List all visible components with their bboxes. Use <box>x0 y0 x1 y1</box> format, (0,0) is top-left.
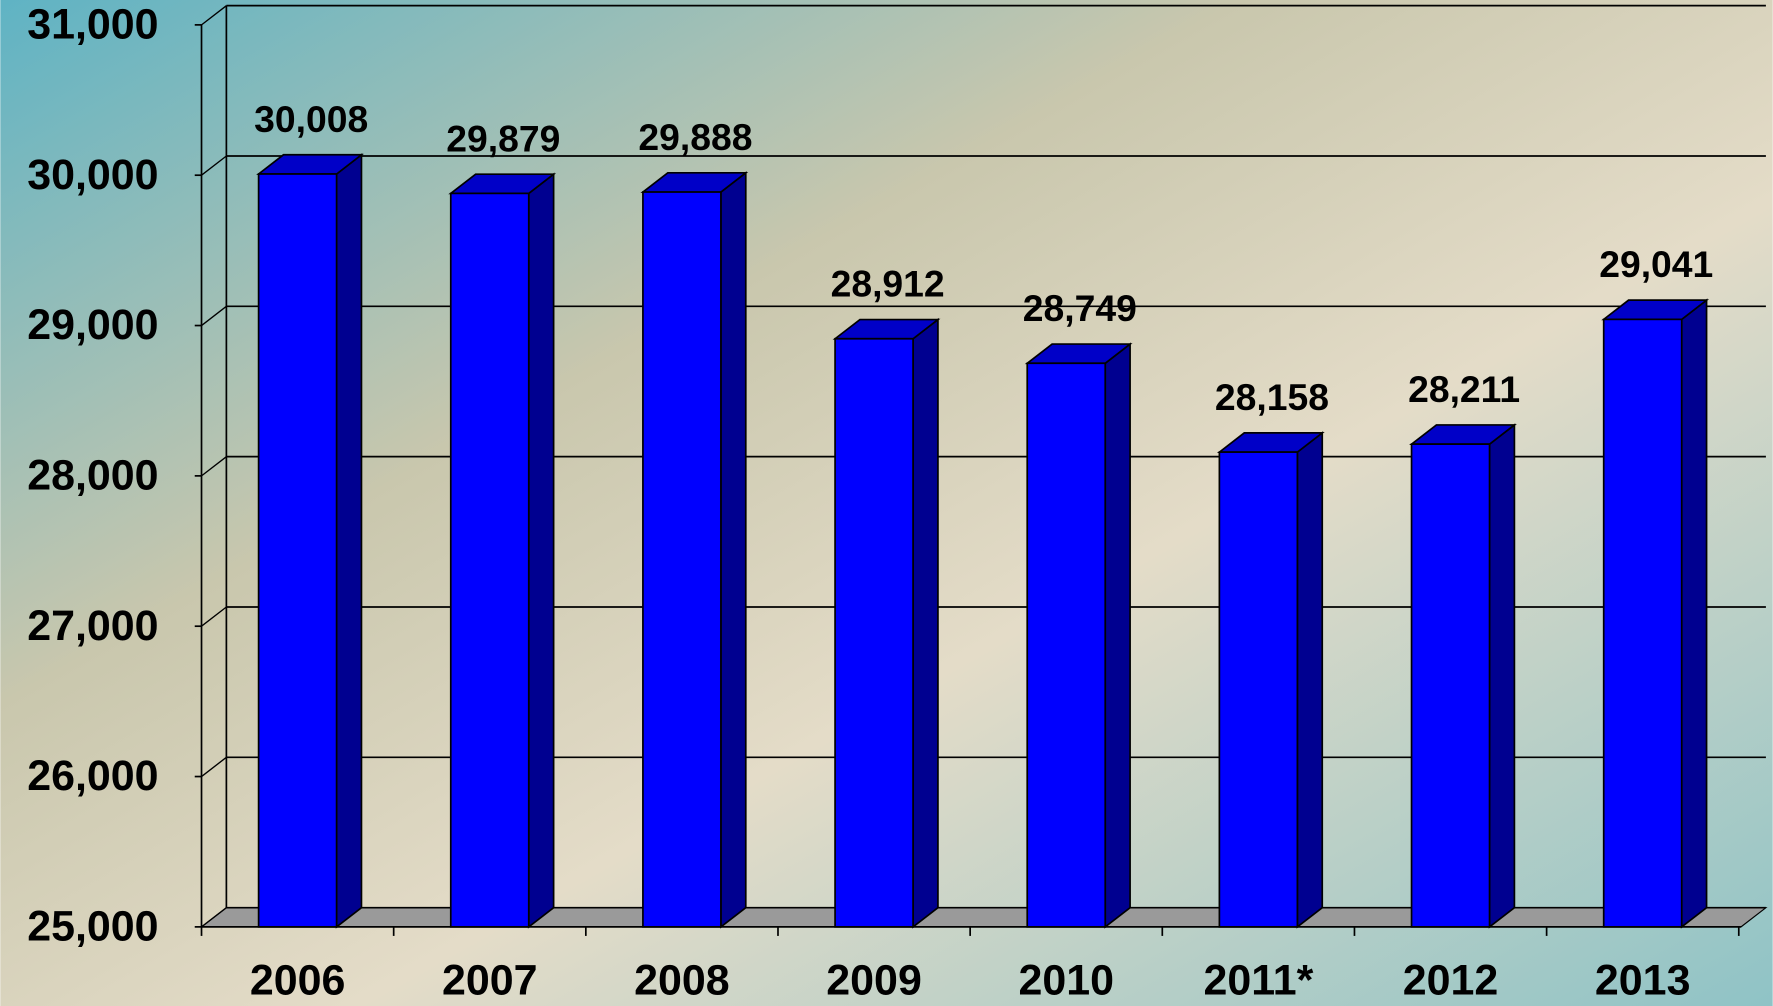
x-tick-label: 2009 <box>826 957 922 1005</box>
value-label: 28,912 <box>831 263 945 305</box>
x-tick-label: 2008 <box>634 957 730 1005</box>
bar <box>257 173 338 928</box>
x-tick-label: 2010 <box>1018 957 1114 1005</box>
value-label: 28,158 <box>1215 376 1329 418</box>
y-tick-label: 25,000 <box>27 902 158 950</box>
x-tick-label: 2013 <box>1595 957 1691 1005</box>
y-tick-label: 26,000 <box>27 752 158 800</box>
side-grid-line <box>201 756 227 778</box>
y-tick-label: 27,000 <box>27 602 158 650</box>
y-tick-label: 30,000 <box>27 151 158 199</box>
value-label: 29,041 <box>1599 243 1713 285</box>
side-grid-line <box>201 5 227 26</box>
y-tick-label: 31,000 <box>27 0 158 48</box>
value-label: 28,211 <box>1408 368 1520 410</box>
bar-side <box>335 153 363 929</box>
x-tick-label: 2011* <box>1203 957 1313 1005</box>
bar-side <box>720 171 747 929</box>
side-grid-line <box>201 155 227 176</box>
value-label: 28,749 <box>1023 287 1137 329</box>
bar <box>642 191 722 928</box>
value-label: 30,008 <box>254 98 368 140</box>
value-label: 29,888 <box>638 116 752 158</box>
bar <box>1026 362 1107 928</box>
y-tick-label: 28,000 <box>27 451 158 499</box>
bar-side <box>1488 423 1516 929</box>
side-grid-line <box>201 456 227 477</box>
floor <box>199 907 1768 928</box>
side-grid-line <box>201 606 227 627</box>
bar <box>1602 318 1683 928</box>
bar-side <box>1104 342 1131 929</box>
bar <box>1410 443 1491 928</box>
side-grid-line <box>201 305 227 327</box>
side-grid-line <box>201 907 227 928</box>
x-tick-label: 2012 <box>1403 957 1499 1005</box>
bar-side <box>912 317 939 929</box>
x-tick-label: 2007 <box>442 957 538 1005</box>
bar-side <box>527 172 555 929</box>
bar-side <box>1296 431 1324 929</box>
bar-side <box>1680 298 1708 929</box>
value-label: 29,879 <box>446 117 560 159</box>
bar <box>834 337 914 928</box>
bar <box>1218 451 1299 928</box>
bar <box>449 192 530 928</box>
x-tick-label: 2006 <box>250 957 346 1005</box>
y-tick-label: 29,000 <box>27 301 158 349</box>
